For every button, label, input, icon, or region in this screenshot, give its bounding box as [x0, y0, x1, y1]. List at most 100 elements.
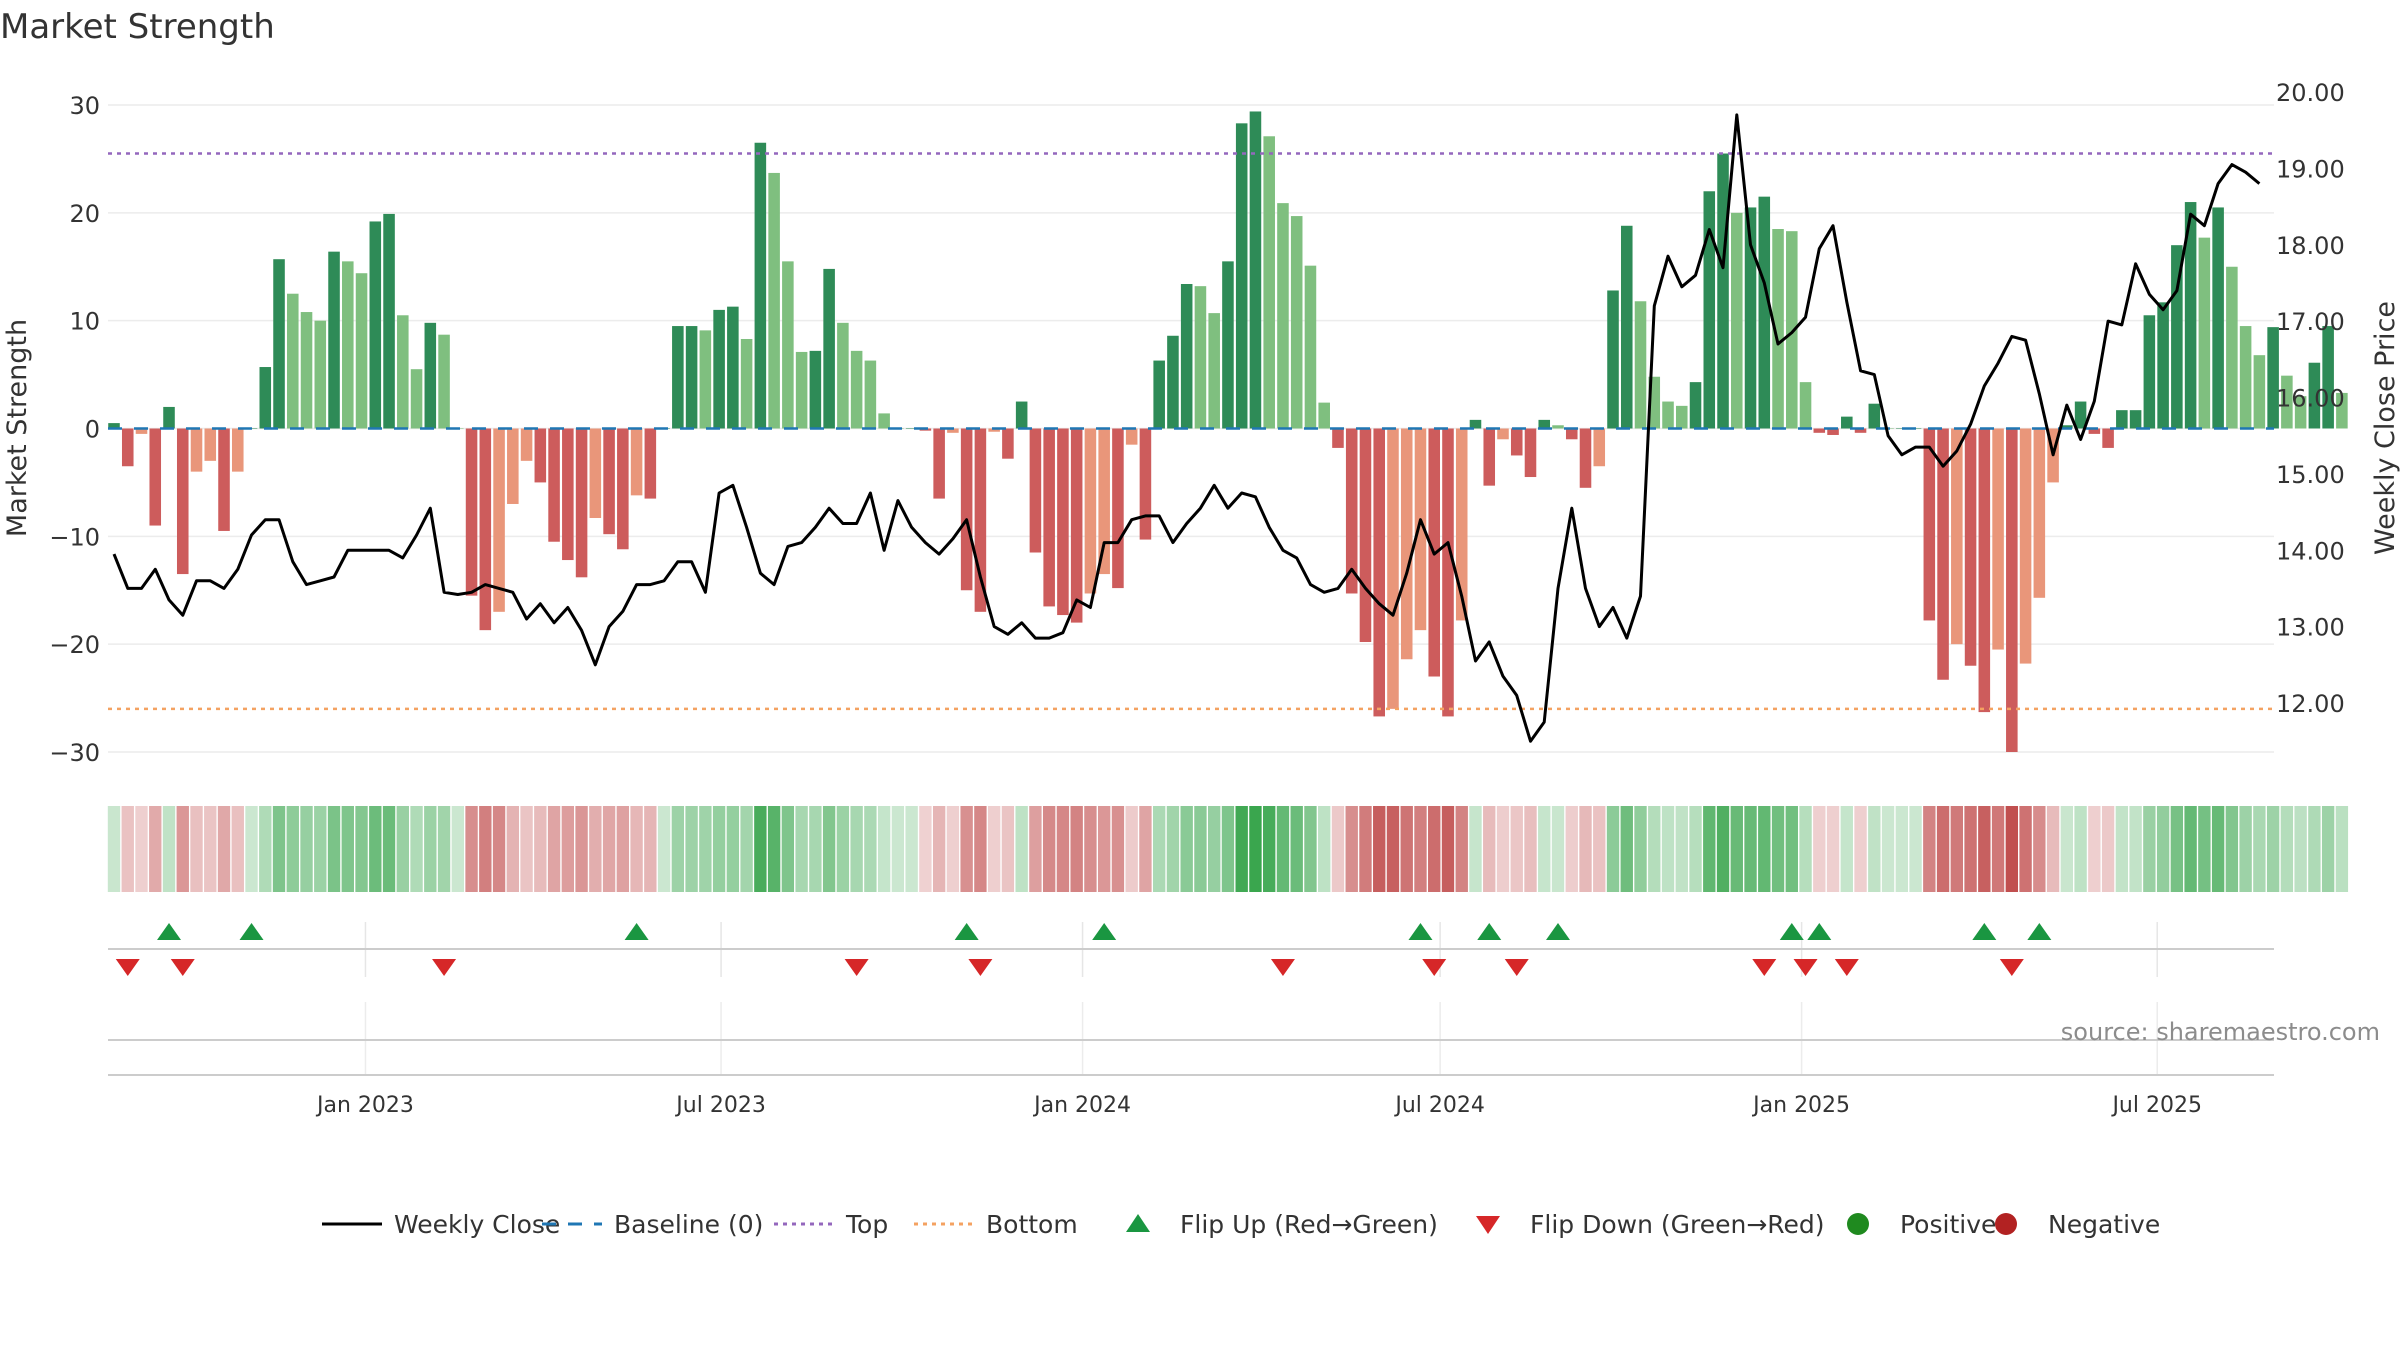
strip-cell [2033, 806, 2046, 892]
strength-bar [1703, 191, 1716, 429]
strip-cell [575, 806, 588, 892]
strength-bar [1978, 428, 1991, 713]
strip-cell [327, 806, 341, 892]
strip-cell [1881, 806, 1895, 892]
strength-bar [465, 428, 478, 596]
legend-triangle-down-icon [1476, 1216, 1500, 1234]
strength-bar [369, 221, 382, 429]
strip-cell [2184, 806, 2197, 892]
strip-cell [410, 806, 423, 892]
strip-cell [479, 806, 492, 892]
strip-cell [2005, 806, 2019, 892]
strip-cell [1923, 806, 1936, 892]
strength-bar [1937, 428, 1949, 680]
strength-bar [1951, 428, 1963, 645]
y-right-tick-label: 18.00 [2276, 232, 2345, 260]
strength-bar [1964, 428, 1977, 666]
strip-cell [369, 806, 382, 892]
legend-label: Negative [2048, 1210, 2160, 1239]
strip-cell [1978, 806, 1991, 892]
strip-cell [877, 806, 891, 892]
y-axis-left-label: Market Strength [2, 319, 33, 537]
flip-up-marker [239, 923, 264, 940]
flip-up-marker [1972, 923, 1997, 940]
strip-cell [465, 806, 478, 892]
strip-cell [1290, 806, 1303, 892]
strip-cell [960, 806, 973, 892]
strength-bar [2171, 245, 2183, 429]
strength-bar [314, 320, 327, 429]
strength-bar [1414, 428, 1427, 631]
legend: Weekly Close Baseline (0) Top Bottom Flip Up… [322, 1210, 2160, 1239]
strip-cell [1208, 806, 1221, 892]
legend-label: Flip Down (Green→Red) [1530, 1210, 1825, 1239]
strip-cell [2253, 806, 2266, 892]
strength-bar [1249, 111, 1262, 429]
strip-cell [809, 806, 822, 892]
y-right-tick-label: 17.00 [2276, 308, 2345, 336]
strength-bar [438, 334, 450, 429]
strip-cell [1097, 806, 1111, 892]
strength-bars [108, 111, 2348, 752]
strength-bar [1015, 401, 1028, 429]
strength-bar [328, 251, 340, 429]
strip-cell [2129, 806, 2142, 892]
strength-bar [218, 428, 230, 531]
strength-bar [1648, 376, 1661, 429]
strip-cell [1441, 806, 1455, 892]
strip-cell [1056, 806, 1070, 892]
strength-bar [823, 268, 835, 429]
legend-label: Top [845, 1210, 888, 1239]
strength-bar [1992, 428, 2004, 650]
strip-cell [1400, 806, 1413, 892]
strip-cell [1166, 806, 1180, 892]
strength-bar [2336, 392, 2348, 429]
flip-down-marker [844, 959, 869, 976]
flip-up-marker [1779, 923, 1804, 940]
strip-cell [1125, 806, 1138, 892]
flip-down-marker [1752, 959, 1777, 976]
y-right-tick-label: 12.00 [2276, 690, 2345, 718]
strength-bar [548, 428, 560, 542]
strength-bar [795, 351, 808, 429]
legend-item: Flip Up (Red→Green) [1126, 1210, 1438, 1239]
strength-bar [1290, 216, 1303, 429]
strip-cell [1565, 806, 1578, 892]
strip-cell [822, 806, 836, 892]
legend-item: Negative [1995, 1210, 2160, 1239]
strip-cell [1634, 806, 1647, 892]
strength-bar [2143, 315, 2156, 429]
strength-bar [1332, 428, 1344, 448]
strip-cell [1661, 806, 1675, 892]
strip-cell [162, 806, 176, 892]
strip-cell [864, 806, 877, 892]
strip-cell [1111, 806, 1125, 892]
strength-bar [1854, 428, 1867, 433]
strength-bar [479, 428, 492, 631]
strip-cell [1964, 806, 1977, 892]
strip-cell [561, 806, 575, 892]
strip-cell [2170, 806, 2184, 892]
strip-cell [1593, 806, 1606, 892]
strength-bar [1029, 428, 1042, 553]
strip-cell [1455, 806, 1468, 892]
strength-bar [1717, 153, 1729, 429]
strip-cell [589, 806, 602, 892]
strip-cell [492, 806, 506, 892]
strip-cell [217, 806, 231, 892]
strip-cell [1015, 806, 1028, 892]
strength-bar [2239, 326, 2252, 429]
strength-bar [1043, 428, 1055, 607]
strip-cell [1730, 806, 1743, 892]
strip-cell [2239, 806, 2252, 892]
strip-cell [671, 806, 685, 892]
strip-cell [836, 806, 850, 892]
strip-cell [1689, 806, 1702, 892]
y-left-tick-label: 30 [69, 92, 100, 120]
strip-cell [1936, 806, 1950, 892]
lower-panel [108, 1002, 2274, 1076]
strip-cell [107, 806, 121, 892]
strip-cell [905, 806, 918, 892]
strip-cell [1648, 806, 1661, 892]
